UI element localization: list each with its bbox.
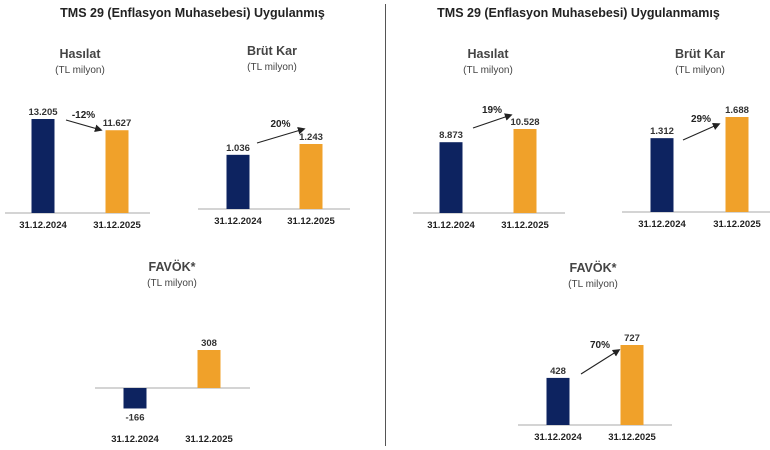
value-label: 10.528 <box>510 117 539 128</box>
category-label: 31.12.2024 <box>638 219 686 230</box>
change-label: -12% <box>72 110 95 121</box>
value-label: 8.873 <box>439 130 463 141</box>
bar <box>31 119 55 213</box>
chart-title: FAVÖK* <box>149 259 196 274</box>
value-label: 1.243 <box>299 132 323 143</box>
bar <box>546 377 570 425</box>
growth-arrow <box>682 122 721 141</box>
bar <box>513 129 537 213</box>
panel-divider <box>385 4 386 446</box>
chart-unit: (TL milyon) <box>463 65 513 76</box>
change-label: 20% <box>270 119 290 130</box>
value-label: 727 <box>624 333 640 344</box>
bar <box>725 117 749 212</box>
chart-title: Hasılat <box>60 47 102 61</box>
value-label: 1.312 <box>650 126 674 137</box>
chart-title: Hasılat <box>468 47 510 61</box>
chart-unit: (TL milyon) <box>247 62 297 73</box>
category-label: 31.12.2024 <box>111 434 159 445</box>
category-label: 31.12.2025 <box>713 219 761 230</box>
category-label: 31.12.2025 <box>185 434 233 445</box>
change-label: 70% <box>590 340 610 351</box>
chart-unit: (TL milyon) <box>147 278 197 289</box>
value-label: -166 <box>125 412 144 423</box>
value-label: 428 <box>550 366 566 377</box>
chart-title: Brüt Kar <box>675 47 725 61</box>
chart-title: FAVÖK* <box>570 260 617 275</box>
bar <box>299 144 323 209</box>
bar <box>105 130 129 213</box>
panel-title-right: TMS 29 (Enflasyon Muhasebesi) Uygulanmam… <box>437 6 720 20</box>
change-label: 19% <box>482 105 502 116</box>
bar <box>226 154 250 209</box>
category-label: 31.12.2024 <box>214 216 262 227</box>
bar <box>620 345 644 425</box>
chart-unit: (TL milyon) <box>675 65 725 76</box>
growth-arrow <box>65 119 103 133</box>
value-label: 13.205 <box>28 107 58 118</box>
bar <box>197 350 221 388</box>
category-label: 31.12.2025 <box>93 220 141 231</box>
value-label: 1.688 <box>725 105 749 116</box>
growth-arrow <box>256 127 306 144</box>
change-label: 29% <box>691 114 711 125</box>
category-label: 31.12.2025 <box>287 216 335 227</box>
value-label: 11.627 <box>103 118 132 129</box>
category-label: 31.12.2025 <box>501 220 549 231</box>
chart-unit: (TL milyon) <box>568 279 618 290</box>
category-label: 31.12.2024 <box>19 220 67 231</box>
growth-arrow <box>472 113 513 129</box>
bar <box>650 138 674 212</box>
category-label: 31.12.2024 <box>427 220 475 231</box>
chart-unit: (TL milyon) <box>55 65 105 76</box>
growth-arrow <box>580 349 621 375</box>
category-label: 31.12.2025 <box>608 432 656 443</box>
chart-title: Brüt Kar <box>247 44 297 58</box>
value-label: 308 <box>201 338 217 349</box>
bar <box>123 388 147 409</box>
bar <box>439 142 463 213</box>
category-label: 31.12.2024 <box>534 432 582 443</box>
panel-title-left: TMS 29 (Enflasyon Muhasebesi) Uygulanmış <box>60 6 325 20</box>
value-label: 1.036 <box>226 143 250 154</box>
